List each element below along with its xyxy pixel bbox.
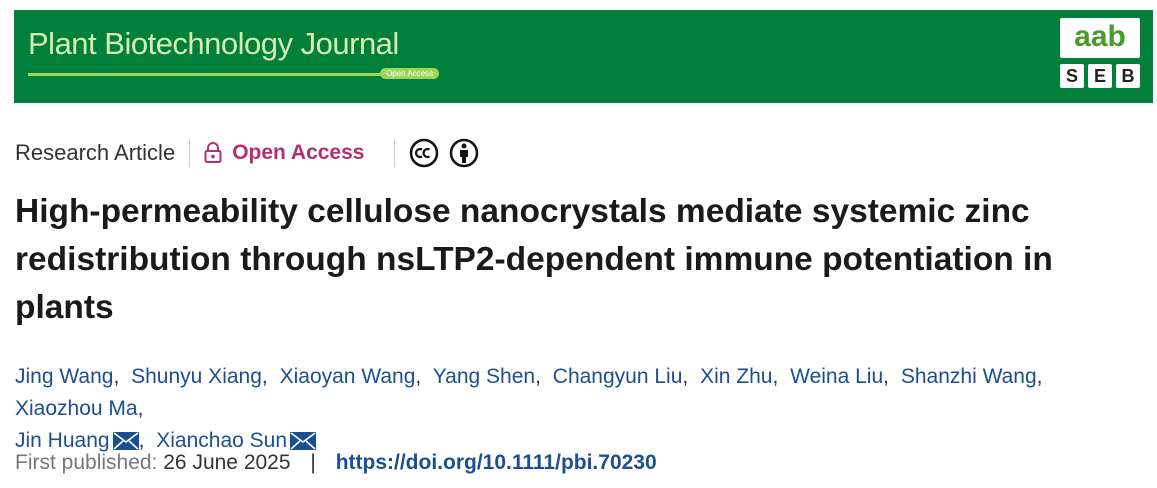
author-name[interactable]: Xiaozhou Ma bbox=[15, 397, 138, 420]
author-name[interactable]: Xiaoyan Wang bbox=[279, 365, 416, 388]
society-logo[interactable]: aab S E B bbox=[1060, 18, 1140, 94]
logo-letters: S E B bbox=[1060, 64, 1140, 88]
journal-banner: Plant Biotechnology Journal Open Access … bbox=[14, 10, 1153, 103]
logo-letter: B bbox=[1116, 64, 1140, 88]
author: Weina Liu bbox=[790, 365, 895, 388]
author: Yang Shen bbox=[433, 365, 547, 388]
author: Jing Wang bbox=[15, 365, 125, 388]
author: Xianchao Sun bbox=[156, 429, 317, 452]
author-name[interactable]: Yang Shen bbox=[432, 365, 536, 388]
author: Jin Huang bbox=[15, 429, 150, 452]
article-title: High-permeability cellulose nanocrystals… bbox=[15, 193, 1053, 326]
author-name[interactable]: Jin Huang bbox=[15, 429, 110, 452]
author: Changyun Liu bbox=[553, 365, 694, 388]
author-name[interactable]: Shunyu Xiang bbox=[131, 365, 262, 388]
lock-icon bbox=[204, 142, 222, 163]
open-access-label[interactable]: Open Access bbox=[232, 141, 365, 164]
author-list: Jing Wang Shunyu Xiang Xiaoyan Wang Yang… bbox=[15, 361, 1135, 457]
author-name[interactable]: Jing Wang bbox=[15, 365, 114, 388]
doi-link[interactable]: https://doi.org/10.1111/pbi.70230 bbox=[335, 451, 657, 474]
author: Shanzhi Wang bbox=[901, 365, 1049, 388]
logo-letter: S bbox=[1060, 64, 1084, 88]
logo-aab: aab bbox=[1060, 18, 1140, 58]
divider bbox=[394, 139, 396, 167]
title-underline bbox=[28, 73, 394, 76]
published-label: First published: bbox=[15, 451, 158, 474]
journal-title[interactable]: Plant Biotechnology Journal bbox=[28, 26, 399, 61]
license-icons[interactable] bbox=[409, 137, 479, 169]
email-icon[interactable] bbox=[290, 432, 317, 450]
author-name[interactable]: Weina Liu bbox=[790, 365, 884, 388]
author: Shunyu Xiang bbox=[131, 365, 274, 388]
author: Xin Zhu bbox=[700, 365, 784, 388]
author-name[interactable]: Shanzhi Wang bbox=[900, 365, 1037, 388]
email-icon[interactable] bbox=[112, 432, 139, 450]
published-date: 26 June 2025 bbox=[163, 451, 291, 474]
author-name[interactable]: Xin Zhu bbox=[700, 365, 773, 388]
publication-info: First published: 26 June 2025 | https://… bbox=[15, 451, 657, 475]
author-name[interactable]: Changyun Liu bbox=[552, 365, 683, 388]
open-access-badge: Open Access bbox=[380, 68, 440, 79]
separator: | bbox=[310, 451, 316, 474]
author: Xiaozhou Ma bbox=[15, 397, 149, 420]
logo-letter: E bbox=[1088, 64, 1112, 88]
author: Xiaoyan Wang bbox=[280, 365, 428, 388]
author-name[interactable]: Xianchao Sun bbox=[156, 429, 288, 452]
divider bbox=[189, 139, 191, 167]
article-type: Research Article bbox=[15, 140, 176, 165]
article-meta: Research Article Open Access bbox=[15, 138, 479, 168]
